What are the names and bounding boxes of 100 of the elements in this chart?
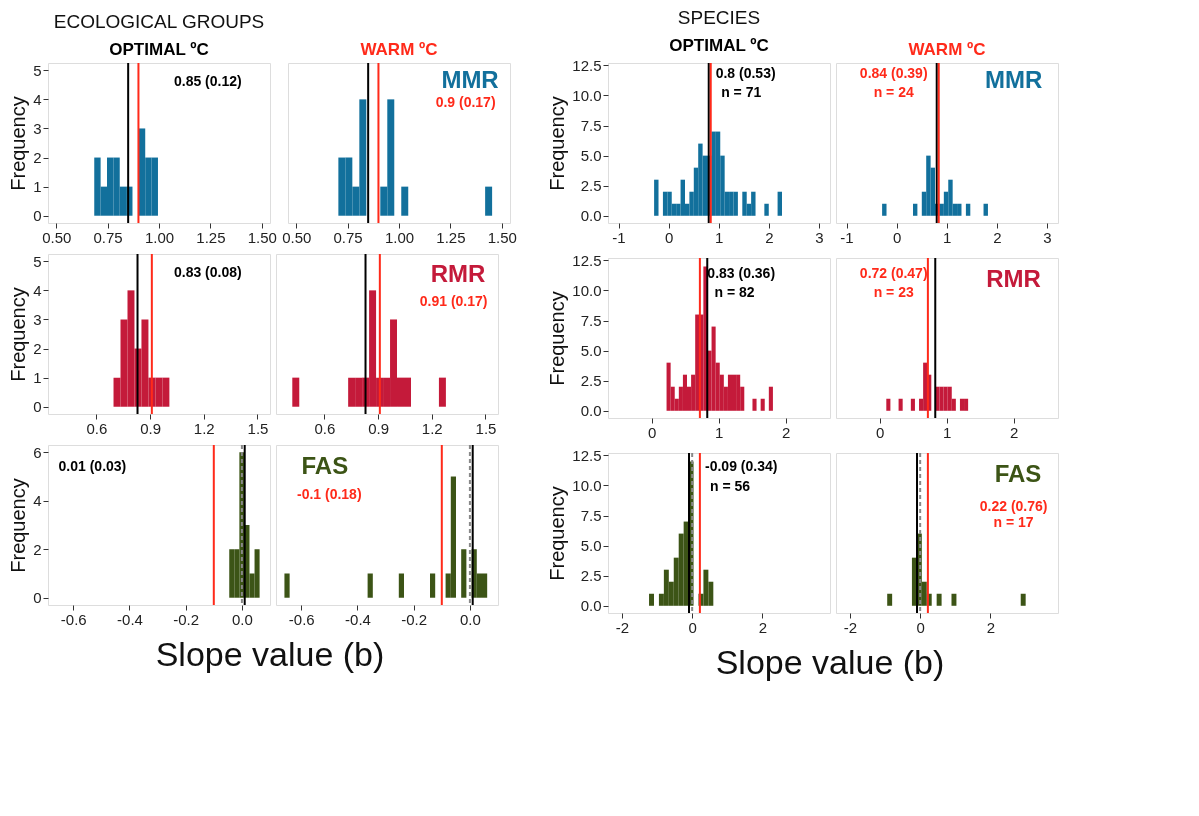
x-tick-label: 0 — [892, 228, 902, 246]
y-tick-label: 0.0 — [580, 207, 602, 225]
y-tick-label: 3 — [33, 310, 42, 328]
y-axis-title: Frequency — [546, 291, 569, 386]
x-tick-label: 1.5 — [475, 419, 497, 437]
y-tick-label: 2 — [33, 149, 42, 167]
y-tick-label: 4 — [33, 90, 42, 108]
x-tick-label: 0 — [664, 228, 674, 246]
x-tick-label: 0.9 — [368, 419, 389, 437]
x-axis-title: Slope value (b) — [715, 643, 945, 681]
x-tick-label: 0.0 — [231, 610, 253, 628]
x-tick-label: 0.6 — [314, 419, 336, 437]
annotation: FAS — [301, 452, 349, 480]
x-tick-label: 1.2 — [421, 419, 443, 437]
y-tick-label: 5.0 — [580, 342, 602, 360]
y-axis-title: Frequency — [546, 96, 569, 191]
x-tick-label: 0.6 — [86, 419, 108, 437]
annotation: n = 17 — [993, 514, 1034, 531]
y-tick-label: 1 — [33, 178, 42, 196]
y-tick-label: 5 — [33, 252, 42, 270]
x-tick-label: 1.5 — [247, 419, 269, 437]
annotation: n = 71 — [721, 84, 762, 101]
x-tick-label: -0.4 — [117, 610, 143, 628]
y-tick-label: 2 — [33, 340, 42, 358]
chart-title: ECOLOGICAL GROUPS — [53, 11, 265, 32]
x-tick-label: 2 — [993, 228, 1002, 246]
y-tick-label: 0 — [33, 589, 42, 607]
x-tick-label: -0.4 — [345, 610, 371, 628]
y-tick-label: 2.5 — [580, 372, 602, 390]
y-tick-label: 4 — [33, 281, 42, 299]
annotation: 0.85 (0.12) — [173, 73, 242, 90]
annotation: 0.72 (0.47) — [859, 265, 928, 281]
y-tick-label: 0.0 — [580, 402, 602, 420]
x-tick-label: -2 — [615, 618, 630, 636]
y-tick-label: 12.5 — [572, 446, 602, 464]
x-tick-label: 1.25 — [436, 228, 466, 246]
annotation: 0.91 (0.17) — [419, 293, 488, 309]
x-tick-label: 2 — [758, 618, 767, 636]
y-tick-label: 5.0 — [580, 537, 602, 555]
y-tick-label: 6 — [33, 443, 42, 461]
x-axis-title: Slope value (b) — [155, 635, 385, 673]
annotation: 0.01 (0.03) — [58, 458, 127, 475]
x-tick-label: 1.00 — [384, 228, 415, 246]
annotation: 0.83 (0.36) — [707, 265, 776, 281]
x-tick-label: 0.75 — [93, 228, 123, 246]
y-tick-label: 10.0 — [572, 86, 602, 104]
annotation: 0.8 (0.53) — [715, 65, 776, 82]
x-tick-label: 2 — [782, 423, 791, 441]
y-tick-label: 7.5 — [580, 507, 602, 525]
y-tick-label: 5 — [33, 61, 42, 79]
y-axis-title: Frequency — [7, 287, 30, 382]
chart-subtitle: OPTIMAL ºC — [669, 36, 769, 56]
annotation: n = 23 — [873, 284, 914, 301]
annotation: MMR — [441, 65, 499, 93]
x-tick-label: 1.00 — [144, 228, 175, 246]
x-tick-label: 3 — [1043, 228, 1052, 246]
x-tick-label: 0.0 — [459, 610, 481, 628]
y-tick-label: 10.0 — [572, 476, 602, 494]
x-tick-label: 1.50 — [247, 228, 277, 246]
x-tick-label: 0.75 — [333, 228, 363, 246]
chart-title: SPECIES — [677, 7, 761, 29]
x-tick-label: 0 — [647, 423, 657, 441]
y-axis-title: Frequency — [7, 478, 30, 573]
x-tick-label: 2 — [986, 618, 995, 636]
y-tick-label: 2 — [33, 540, 42, 558]
y-tick-label: 2.5 — [580, 177, 602, 195]
y-tick-label: 7.5 — [580, 117, 602, 135]
y-tick-label: 2.5 — [580, 567, 602, 585]
x-tick-label: 1 — [942, 423, 952, 441]
annotation: RMR — [430, 259, 486, 287]
y-axis-title: Frequency — [7, 96, 30, 191]
annotation: -0.1 (0.18) — [296, 485, 362, 502]
x-tick-label: 2 — [1010, 423, 1019, 441]
x-tick-label: -1 — [840, 228, 854, 246]
x-tick-label: 1.2 — [193, 419, 215, 437]
x-tick-label: 1.25 — [196, 228, 226, 246]
x-tick-label: 0 — [875, 423, 885, 441]
x-tick-label: 3 — [815, 228, 824, 246]
y-tick-label: 0 — [33, 207, 42, 225]
x-tick-label: -0.6 — [60, 610, 87, 628]
annotation: 0.84 (0.39) — [859, 65, 928, 82]
x-tick-label: -0.2 — [173, 610, 200, 628]
chart-subtitle: WARM ºC — [360, 40, 438, 59]
x-tick-label: 0.50 — [42, 228, 72, 246]
x-tick-label: 0 — [688, 618, 697, 636]
x-tick-label: 2 — [765, 228, 774, 246]
y-tick-label: 12.5 — [572, 56, 602, 74]
x-tick-label: 1.50 — [487, 228, 517, 246]
x-tick-label: 1 — [714, 423, 724, 441]
y-axis-title: Frequency — [546, 486, 569, 581]
y-tick-label: 4 — [33, 492, 42, 510]
annotation: 0.83 (0.08) — [173, 264, 242, 281]
x-tick-label: -1 — [612, 228, 626, 246]
x-tick-label: -2 — [843, 618, 858, 636]
y-tick-label: 3 — [33, 119, 42, 137]
y-tick-label: 12.5 — [572, 251, 602, 269]
x-tick-label: -0.6 — [288, 610, 315, 628]
annotation: MMR — [984, 65, 1043, 93]
y-tick-label: 0 — [33, 398, 42, 416]
x-tick-label: 1 — [715, 228, 724, 246]
